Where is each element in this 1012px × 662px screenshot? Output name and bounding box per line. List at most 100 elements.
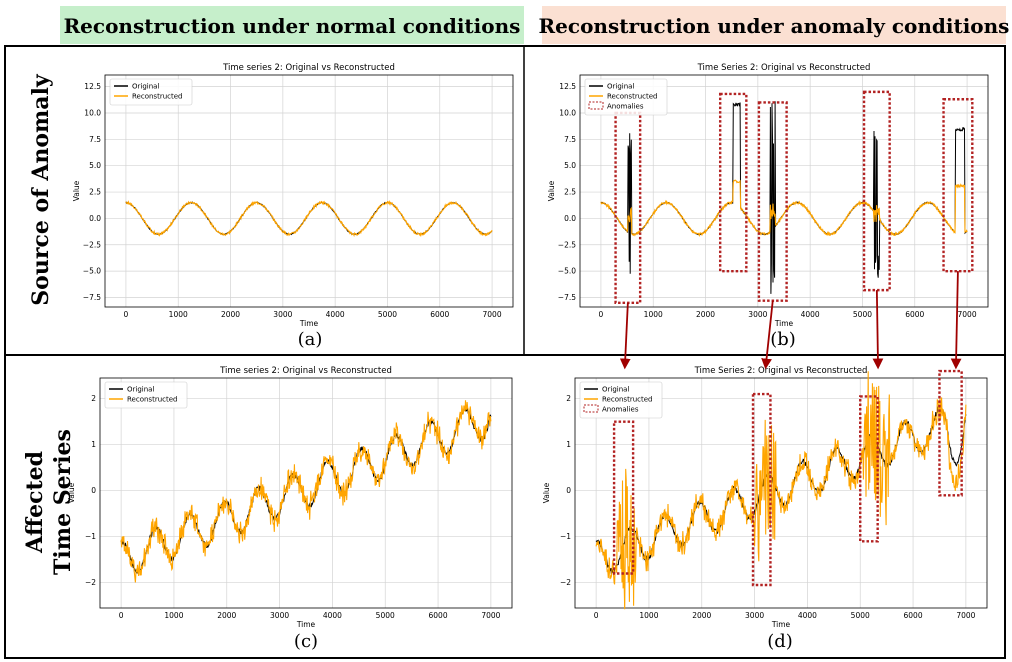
charts: 0 1000 2000 3000 4000 5000 6000 7000−7.5−5.0−2.… [67,63,989,652]
y-tick-label: 2 [566,394,571,403]
x-tick-label: 0 [594,611,599,620]
x-tick-label: 4000 [323,611,342,620]
x-axis-label: Time [296,620,316,629]
anomaly-arrow [872,290,884,370]
legend-label: Reconstructed [127,396,177,404]
x-tick-label: 2000 [217,611,236,620]
legend-label: Original [607,83,634,91]
x-tick-label: 1000 [169,310,188,319]
x-tick-label: 7000 [481,611,500,620]
x-tick-label: 4000 [798,611,817,620]
y-axis-label: Value [67,482,76,503]
x-tick-label: 5000 [853,310,872,319]
x-tick-label: 5000 [378,310,397,319]
chart-title: Time series 2: Original vs Reconstructed [219,366,392,376]
x-tick-label: 1000 [639,611,658,620]
chart-c: 0 1000 2000 3000 4000 5000 6000 7000 −2 −1 0 1 2 Time… [67,366,513,652]
y-tick-label: −1 [85,532,96,541]
x-tick-label: 1000 [164,611,183,620]
plot-frame [104,74,514,308]
panel-caption: (b) [770,329,796,350]
y-tick-label: −2.5 [83,240,101,249]
y-axis-label: Value [547,180,556,201]
y-tick-label: −7.5 [558,293,576,302]
x-tick-label: 7000 [956,611,975,620]
x-tick-label: 7000 [958,310,977,319]
legend-label: Original [602,386,629,394]
header-normal-bg [60,6,524,44]
legend-label: Anomalies [602,406,639,414]
plot-frame [99,377,513,609]
panel-caption: (a) [298,329,323,350]
y-tick-label: 10.0 [84,108,101,117]
chart-title: Time series 2: Original vs Reconstructed [222,63,395,73]
legend-swatch-anomalies [583,404,599,413]
series-reconstructed [595,371,967,610]
x-tick-label: 0 [599,310,604,319]
y-tick-label: 2.5 [89,188,101,197]
legend-swatch-anomalies [588,101,604,110]
legend-box [104,381,188,409]
y-tick-label: 12.5 [84,82,101,91]
outer-frame [4,45,1006,659]
y-tick-label: 7.5 [89,135,101,144]
y-tick-label: 0 [91,486,96,495]
row-label-bottom-2: Time Series [50,429,76,575]
chart-a: 0 1000 2000 3000 4000 5000 6000 7000 −7.5 −5.0 −2.… [72,63,514,350]
anomaly-box [612,420,635,575]
legend-box [109,78,193,106]
x-axis-label: Time [771,620,791,629]
x-tick-label: 3000 [273,310,292,319]
y-tick-label: −5.0 [83,267,101,276]
panel-caption: (c) [294,631,318,652]
anomaly-arrow [950,271,962,370]
arrows [619,271,962,370]
legend-label: Reconstructed [132,93,182,101]
y-axis-label: Value [542,482,551,503]
y-tick-label: 5.0 [564,161,576,170]
x-tick-label: 4000 [326,310,345,319]
x-tick-label: 5000 [376,611,395,620]
x-tick-label: 2000 [692,611,711,620]
y-tick-label: 1 [566,440,571,449]
x-axis-label: Time [774,319,794,328]
x-tick-label: 2000 [221,310,240,319]
anomaly-box [614,111,642,304]
y-tick-label: 0.0 [89,214,101,223]
anomaly-box [718,92,748,273]
legend-label: Original [127,386,154,394]
header-normal: Reconstruction under normal conditions [64,14,521,38]
chart-b: 0 1000 2000 3000 4000 5000 6000 7000 −7.5 −5.0 −2.… [547,63,989,350]
x-tick-label: 3000 [745,611,764,620]
chart-d: 0 1000 2000 3000 4000 5000 6000 7000 −2 −1 0 1 2 Time… [542,366,988,652]
plot-frame [579,74,989,308]
x-tick-label: 0 [119,611,124,620]
chart-title: Time Series 2: Original vs Reconstructed [697,63,871,73]
y-tick-label: −2 [560,578,571,587]
y-tick-label: 2 [91,394,96,403]
anomaly-box [751,392,772,587]
y-tick-label: 0 [566,486,571,495]
legend-box [584,78,668,116]
legend-label: Reconstructed [607,93,657,101]
anomaly-box [942,98,974,273]
x-tick-label: 7000 [483,310,502,319]
y-tick-label: 1 [91,440,96,449]
x-tick-label: 3000 [270,611,289,620]
anomaly-box [862,90,891,292]
header-anomaly: Reconstruction under anomaly conditions [539,14,1010,38]
chart-title: Time Series 2: Original vs Reconstructed [694,366,868,376]
y-tick-label: 7.5 [564,135,576,144]
legend-box [579,381,663,419]
series-reconstructed [125,200,493,238]
legend-label: Anomalies [607,103,644,111]
y-tick-label: 12.5 [559,82,576,91]
y-tick-label: −5.0 [558,267,576,276]
legend-label: Original [132,83,159,91]
series-original [600,101,968,294]
y-tick-label: 5.0 [89,161,101,170]
x-tick-label: 6000 [904,611,923,620]
series-reconstructed [120,400,492,583]
y-tick-label: −1 [560,532,571,541]
